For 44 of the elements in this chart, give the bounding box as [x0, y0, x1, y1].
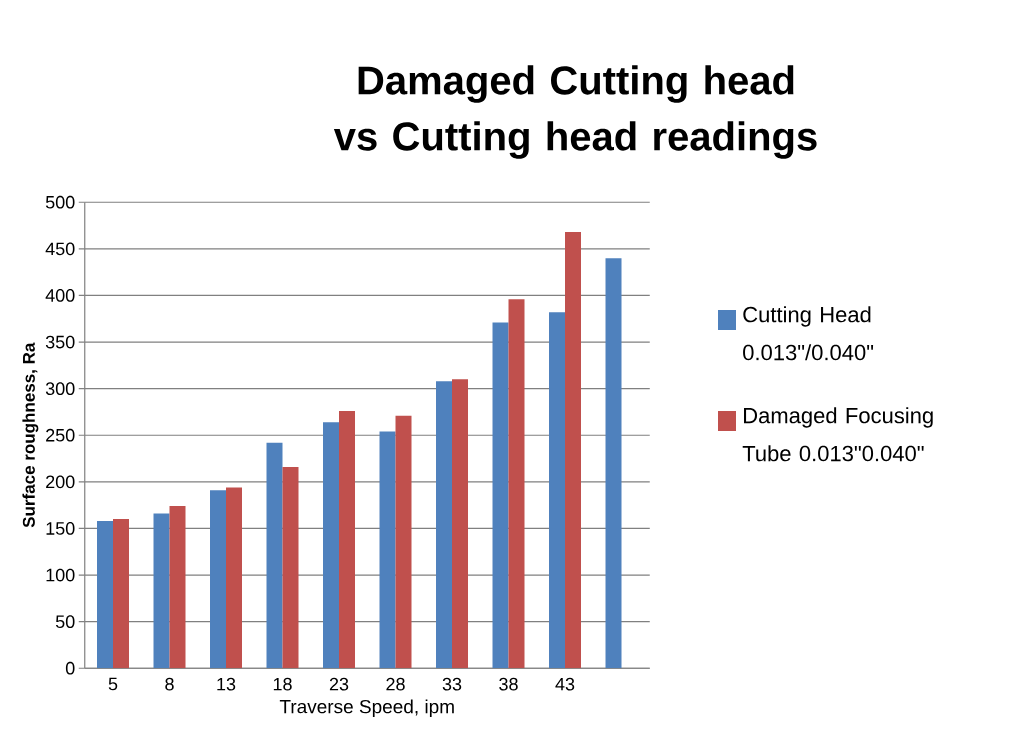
bar	[452, 379, 469, 669]
bar	[282, 466, 299, 669]
bar	[339, 411, 356, 669]
bar	[492, 322, 509, 669]
y-tick-label: 100	[46, 568, 75, 582]
bar	[97, 520, 113, 669]
bar	[153, 513, 170, 669]
y-tick-label: 250	[46, 428, 75, 442]
legend-label: Cutting Head 0.013"/0.040"	[743, 306, 874, 361]
legend-label: Damaged Focusing Tube 0.013"0.040"	[742, 407, 933, 462]
bar	[113, 519, 129, 669]
x-tick-label: 18	[273, 677, 292, 691]
x-tick-label: 5	[108, 677, 118, 691]
x-tick-label: 38	[499, 677, 518, 691]
x-tick-label: 13	[217, 677, 236, 691]
bar	[565, 232, 582, 669]
y-tick-label: 200	[46, 475, 75, 489]
bar	[323, 422, 340, 669]
y-tick-label: 50	[55, 615, 75, 629]
chart-title: Damaged Cutting head vs Cutting head readings	[333, 65, 817, 159]
bar	[436, 381, 453, 669]
bar	[549, 312, 566, 669]
y-tick-label: 300	[45, 382, 75, 396]
x-tick-label: 23	[329, 677, 349, 691]
y-tick-label: 0	[65, 661, 75, 675]
bar	[169, 506, 186, 669]
x-tick-label: 33	[442, 677, 462, 691]
y-tick-label: 150	[46, 522, 75, 535]
y-tick-label: 450	[45, 242, 75, 256]
bar	[210, 490, 227, 669]
bar	[226, 487, 242, 669]
bar	[379, 431, 396, 669]
y-tick-label: 500	[45, 195, 75, 209]
bar	[395, 415, 412, 669]
x-tick-label: 43	[555, 677, 575, 691]
y-tick-label: 400	[45, 289, 75, 302]
bar	[605, 258, 622, 669]
x-tick-label: 28	[386, 677, 405, 691]
x-axis-title: Traverse Speed, ipm	[279, 699, 454, 718]
y-tick-label: 350	[45, 335, 75, 349]
bar	[266, 442, 283, 669]
y-axis-title: Surface roughness, Ra	[22, 342, 39, 528]
x-tick-label: 8	[165, 677, 174, 691]
bar	[508, 299, 525, 669]
